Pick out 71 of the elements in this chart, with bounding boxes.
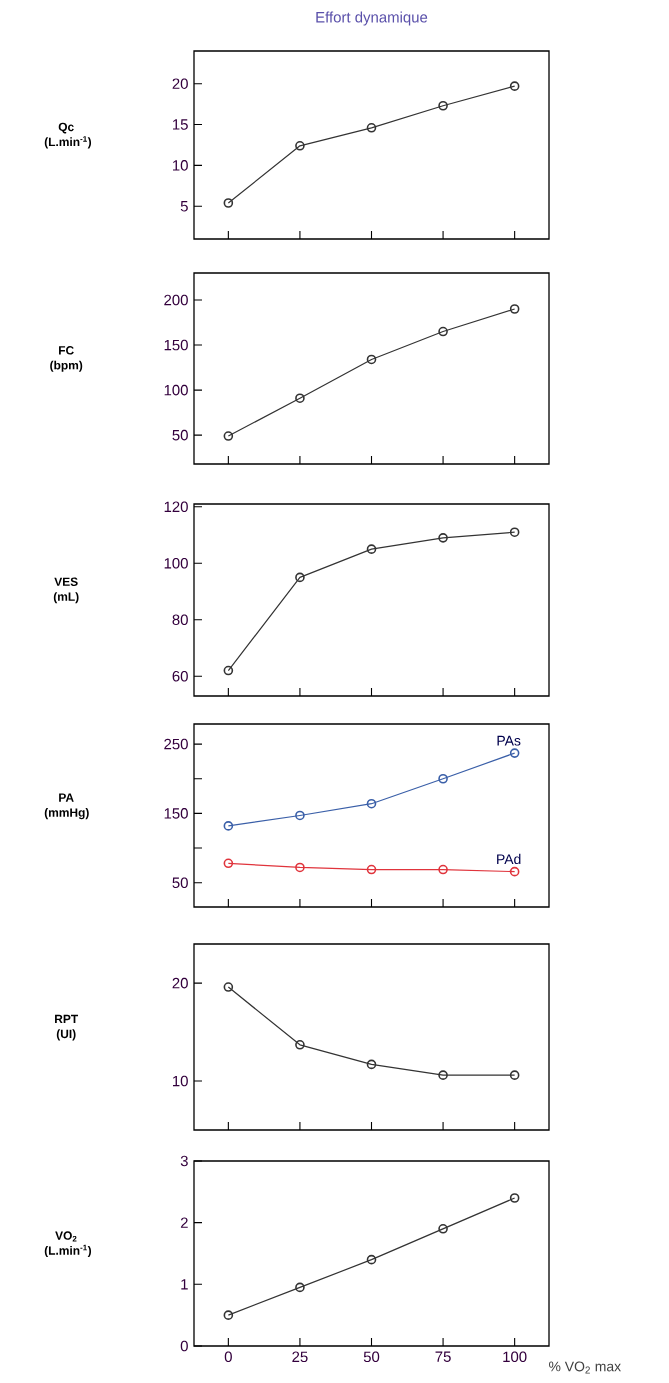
point [509, 527, 520, 538]
point [509, 1193, 520, 1203]
y-tick-label: 250 [164, 738, 188, 750]
x-tick-label: 50 [363, 1351, 380, 1363]
point [223, 858, 234, 869]
x-tick-label: 25 [292, 1351, 308, 1363]
y-axis-title: VO$_{2}$ (L.min$^{-1}$) [44, 1231, 92, 1258]
point [438, 533, 448, 543]
y-tick-label: 10 [173, 1075, 188, 1087]
y-tick-label: 200 [164, 294, 188, 306]
point [438, 1224, 448, 1234]
point [366, 798, 377, 809]
point [509, 81, 520, 91]
point [509, 1070, 520, 1080]
point [366, 123, 377, 133]
y-tick-label: 1 [181, 1279, 188, 1290]
point [509, 866, 520, 877]
x-tick-label: 0 [224, 1351, 232, 1363]
y-axis-title: Qc (L.min$^{-1}$) [44, 122, 92, 149]
series-label: PAs [497, 735, 521, 746]
point [223, 821, 234, 831]
point [438, 864, 448, 875]
point [366, 354, 377, 365]
point [295, 862, 305, 873]
point [438, 100, 448, 111]
y-axis-title: RPT (UI) [55, 1014, 79, 1041]
point [509, 304, 520, 314]
chart-title: Effort dynamique [316, 11, 428, 26]
y-tick-label: 80 [172, 614, 188, 626]
y-tick-label: 2 [180, 1217, 188, 1228]
x-tick-label: 100 [503, 1351, 527, 1363]
point [223, 431, 234, 441]
point [295, 1282, 305, 1293]
point [223, 198, 234, 208]
y-tick-label: 20 [172, 78, 188, 89]
y-tick-label: 120 [164, 501, 188, 513]
x-axis-title: % VO$_{2}$ max [549, 1361, 621, 1374]
point [295, 810, 305, 821]
y-axis-title: VES (mL) [53, 577, 79, 604]
y-axis-title: FC (bpm) [50, 346, 83, 372]
point [295, 393, 305, 404]
point [223, 1310, 234, 1320]
y-tick-label: 100 [164, 557, 188, 569]
y-tick-label: 100 [164, 384, 188, 396]
point [438, 1070, 448, 1080]
point [366, 544, 377, 554]
point [295, 1040, 305, 1050]
y-tick-label: 50 [172, 429, 188, 441]
x-tick-label: 75 [435, 1351, 451, 1362]
y-tick-label: 60 [172, 670, 188, 682]
series-label: PAd [497, 853, 521, 865]
y-tick-label: 0 [180, 1340, 188, 1352]
y-tick-label: 10 [173, 160, 188, 171]
point [366, 1059, 377, 1070]
point [438, 773, 448, 784]
point [366, 864, 377, 875]
y-tick-label: 20 [172, 977, 188, 989]
point [509, 748, 520, 758]
point [223, 982, 234, 992]
y-tick-label: 15 [173, 119, 188, 130]
y-tick-label: 5 [180, 201, 188, 212]
point [223, 665, 234, 676]
y-tick-label: 150 [164, 339, 188, 351]
y-tick-label: 50 [172, 877, 188, 889]
y-axis-title: PA (mmHg) [44, 793, 89, 820]
point [295, 572, 305, 583]
point [366, 1254, 377, 1265]
point [295, 141, 305, 151]
y-tick-label: 3 [180, 1155, 188, 1167]
y-tick-label: 150 [164, 808, 188, 819]
point [438, 326, 448, 337]
